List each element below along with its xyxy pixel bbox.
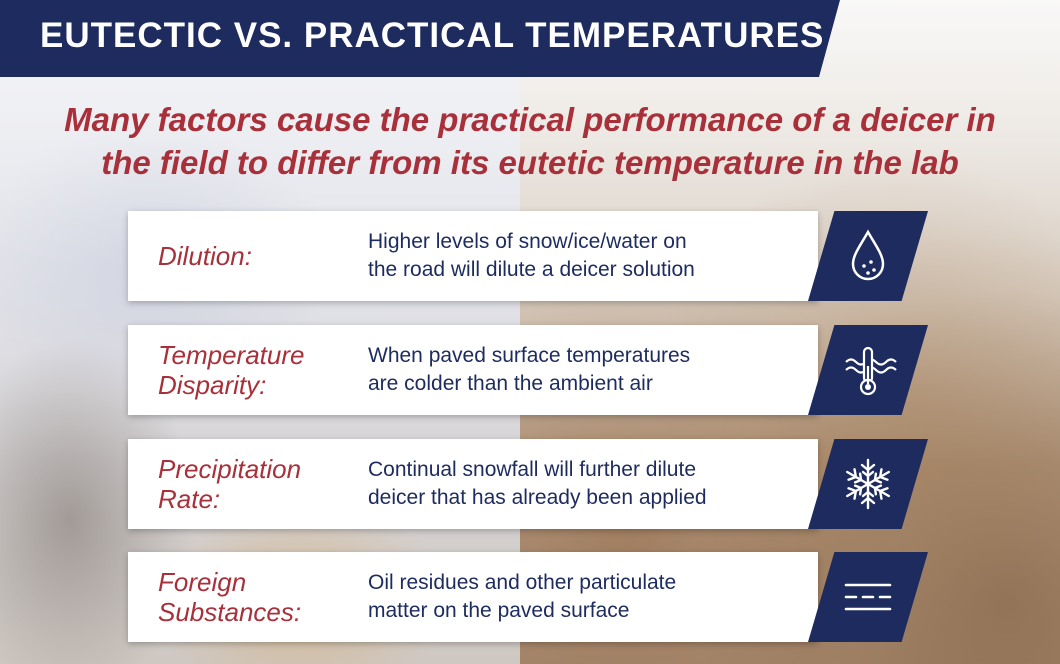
thermometer-heat-icon <box>838 340 898 400</box>
factor-description-line-2: deicer that has already been applied <box>368 486 707 509</box>
factor-label: Precipitation Rate: <box>158 439 358 529</box>
subtitle: Many factors cause the practical perform… <box>20 98 1040 184</box>
factor-label-line-1: Precipitation <box>158 454 302 484</box>
factor-description-line-1: Higher levels of snow/ice/water on <box>368 230 687 253</box>
factor-description: Higher levels of snow/ice/water on the r… <box>368 211 808 301</box>
factor-label-line-2: Substances: <box>158 597 302 627</box>
factor-description-line-2: are colder than the ambient air <box>368 372 653 395</box>
factor-description: When paved surface temperatures are cold… <box>368 325 808 415</box>
factor-icon-tab <box>808 552 928 642</box>
factor-label: Temperature Disparity: <box>158 325 358 415</box>
factor-description-line-1: Oil residues and other particulate <box>368 571 677 594</box>
factor-description-line-1: Continual snowfall will further dilute <box>368 458 696 481</box>
factor-description: Oil residues and other particulate matte… <box>368 552 808 642</box>
title-banner <box>0 0 840 77</box>
page-title: EUTECTIC VS. PRACTICAL TEMPERATURES <box>40 16 825 55</box>
factor-label-line-1: Dilution: <box>158 241 252 271</box>
factor-label: Dilution: <box>158 211 358 301</box>
factor-row-temperature-disparity: Temperature Disparity: When paved surfac… <box>128 325 928 415</box>
factor-label-line-2: Disparity: <box>158 370 267 400</box>
factor-label-line-2: Rate: <box>158 484 221 514</box>
factor-row-foreign-substances: Foreign Substances: Oil residues and oth… <box>128 552 928 642</box>
subtitle-line-1: Many factors cause the practical perform… <box>64 101 996 138</box>
factor-icon-tab <box>808 211 928 301</box>
factor-card: Precipitation Rate: Continual snowfall w… <box>128 439 818 529</box>
factor-label: Foreign Substances: <box>158 552 358 642</box>
factor-card: Temperature Disparity: When paved surfac… <box>128 325 818 415</box>
factor-icon-tab <box>808 439 928 529</box>
factor-card: Foreign Substances: Oil residues and oth… <box>128 552 818 642</box>
factor-label-line-1: Temperature <box>158 340 305 370</box>
factor-description: Continual snowfall will further dilute d… <box>368 439 808 529</box>
factor-description-line-1: When paved surface temperatures <box>368 344 691 367</box>
dashed-lines-icon <box>838 567 898 627</box>
factor-label-line-1: Foreign <box>158 567 247 597</box>
factor-card: Dilution: Higher levels of snow/ice/wate… <box>128 211 818 301</box>
factor-row-precipitation-rate: Precipitation Rate: Continual snowfall w… <box>128 439 928 529</box>
factor-description-line-2: the road will dilute a deicer solution <box>368 258 695 281</box>
factor-row-dilution: Dilution: Higher levels of snow/ice/wate… <box>128 211 928 301</box>
factor-icon-tab <box>808 325 928 415</box>
snowflake-icon <box>838 454 898 514</box>
water-drop-icon <box>838 226 898 286</box>
subtitle-line-2: the field to differ from its eutetic tem… <box>101 144 959 181</box>
factor-description-line-2: matter on the paved surface <box>368 599 630 622</box>
